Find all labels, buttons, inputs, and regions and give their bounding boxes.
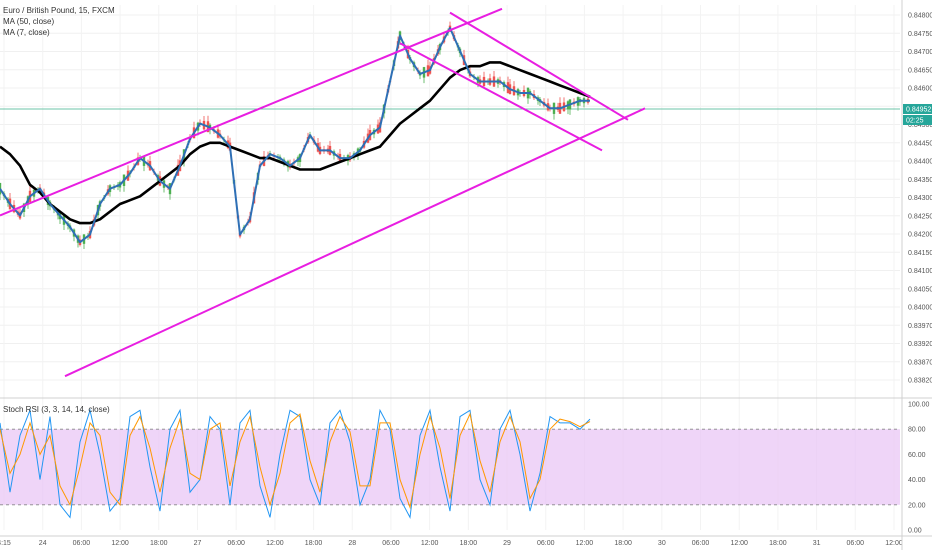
stoch-band — [0, 429, 900, 505]
symbol-title: Euro / British Pound, 15, FXCM — [3, 6, 115, 15]
x-tick-label: 18:00 — [614, 540, 632, 547]
stoch-tick-label: 80.00 — [908, 427, 926, 434]
y-tick-label: 0.84250 — [908, 213, 932, 220]
y-tick-label: 0.84750 — [908, 31, 932, 38]
stoch-tick-label: 60.00 — [908, 452, 926, 459]
x-tick-label: 06:00 — [227, 540, 245, 547]
ma-fast-line — [0, 28, 590, 242]
y-tick-label: 0.84450 — [908, 140, 932, 147]
x-tick-label: 31 — [813, 540, 821, 547]
y-tick-label: 0.84100 — [908, 268, 932, 275]
y-tick-label: 0.84200 — [908, 232, 932, 239]
stoch-tick-label: 100.00 — [908, 402, 930, 409]
x-tick-label: 06:00 — [382, 540, 400, 547]
x-tick-label: 27 — [194, 540, 202, 547]
stoch-rsi-label: Stoch RSI (3, 3, 14, 14, close) — [3, 405, 110, 414]
y-tick-label: 0.84800 — [908, 13, 932, 20]
x-tick-label: 12:00 — [111, 540, 129, 547]
x-tick-label: 12:00 — [266, 540, 284, 547]
x-tick-label: 18:00 — [150, 540, 168, 547]
ma-slow-label: MA (50, close) — [3, 17, 54, 26]
x-tick-label: 18:00 — [769, 540, 787, 547]
y-tick-label: 0.84000 — [908, 305, 932, 312]
x-tick-label: 06:00 — [692, 540, 710, 547]
y-tick-label: 0.84150 — [908, 250, 932, 257]
y-tick-label: 0.84700 — [908, 49, 932, 56]
y-tick-label: 0.84650 — [908, 67, 932, 74]
x-tick-label: 24 — [39, 540, 47, 547]
x-tick-label: 18:00 — [305, 540, 323, 547]
x-tick-label: 12:00 — [885, 540, 903, 547]
stoch-tick-label: 20.00 — [908, 502, 926, 509]
trend-pattern-bottom — [400, 43, 602, 150]
y-tick-label: 0.83870 — [908, 359, 932, 366]
x-tick-label: 12:00 — [421, 540, 439, 547]
stoch-tick-label: 0.00 — [908, 528, 922, 535]
y-tick-label: 0.84300 — [908, 195, 932, 202]
trend-lower-channel — [65, 108, 645, 376]
stoch-tick-label: 40.00 — [908, 477, 926, 484]
y-tick-label: 0.84400 — [908, 159, 932, 166]
y-tick-label: 0.83920 — [908, 341, 932, 348]
ma-fast-label: MA (7, close) — [3, 28, 50, 37]
x-tick-label: 28 — [348, 540, 356, 547]
current-price-value: 0.84952 — [906, 107, 931, 114]
x-tick-label: 06:00 — [73, 540, 91, 547]
countdown-value: 02:25 — [906, 118, 924, 125]
y-tick-label: 0.84600 — [908, 86, 932, 93]
x-tick-label: 30 — [658, 540, 666, 547]
x-tick-label: 18:00 — [460, 540, 478, 547]
x-tick-label: 06:00 — [537, 540, 555, 547]
x-tick-label: 06:00 — [847, 540, 865, 547]
y-tick-label: 0.84050 — [908, 286, 932, 293]
y-tick-label: 0.83820 — [908, 378, 932, 385]
stoch-legend: Stoch RSI (3, 3, 14, 14, close) — [3, 404, 110, 415]
x-tick-label: 4:15 — [0, 540, 11, 547]
x-tick-label: 29 — [503, 540, 511, 547]
chart-legend: Euro / British Pound, 15, FXCM MA (50, c… — [3, 5, 115, 38]
y-tick-label: 0.83970 — [908, 323, 932, 330]
trend-upper-channel — [0, 9, 502, 216]
x-tick-label: 12:00 — [730, 540, 748, 547]
y-tick-label: 0.84350 — [908, 177, 932, 184]
x-tick-label: 12:00 — [576, 540, 594, 547]
